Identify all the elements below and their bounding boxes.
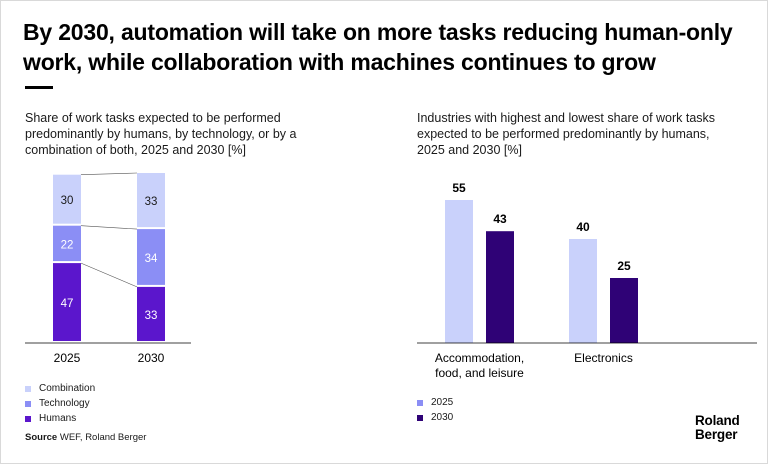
source-label: Source	[25, 432, 58, 443]
x-tick-label: 2030	[138, 351, 165, 365]
bar-segment-humans-2025	[53, 263, 81, 341]
logo-line-1: Roland	[695, 413, 740, 428]
legend-item-combination: Combination	[25, 381, 95, 396]
grouped-bar-chart: 55 43 Accommodation,food, and leisure 40 25 E…	[417, 181, 757, 380]
left-chart-subtitle: Share of work tasks expected to be perfo…	[25, 111, 297, 157]
x-tick-label: Accommodation,	[435, 351, 524, 365]
source-text: WEF, Roland Berger	[59, 432, 147, 443]
connector-line	[80, 262, 138, 288]
source-note: Source WEF, Roland Berger	[25, 432, 146, 443]
bar-2030-2	[610, 278, 638, 343]
data-label: 34	[145, 253, 158, 265]
x-tick-label: 2025	[54, 351, 81, 365]
legend-item-2025: 2025	[417, 395, 453, 410]
data-label: 25	[617, 259, 631, 273]
data-label: 22	[61, 239, 74, 251]
legend-label: 2025	[431, 397, 454, 408]
legend-label: 2030	[431, 412, 454, 423]
logo-line-2: Berger	[695, 427, 738, 442]
left-legend: Combination Technology Humans	[25, 381, 95, 426]
data-label: 55	[452, 181, 466, 195]
legend-swatch-2030	[417, 414, 423, 421]
connector-line	[80, 172, 138, 175]
x-tick-label: food, and leisure	[435, 366, 524, 380]
legend-swatch-technology	[25, 400, 31, 407]
legend-item-technology: Technology	[25, 396, 95, 411]
bar-segment-combination-2025	[53, 174, 81, 224]
bar-2025-2	[569, 239, 597, 343]
legend-label: Technology	[39, 398, 90, 409]
data-label: 33	[145, 196, 158, 208]
legend-item-2030: 2030	[417, 410, 453, 425]
legend-label: Humans	[39, 413, 77, 424]
page-title: By 2030, automation will take on more ta…	[23, 19, 733, 75]
data-label: 43	[493, 212, 507, 226]
bar-2025-1	[445, 200, 473, 343]
roland-berger-logo: Roland Berger	[695, 414, 740, 442]
legend-item-humans: Humans	[25, 411, 95, 426]
stacked-bar-chart: 47 22 30 2025 33 34 33 2030	[25, 172, 191, 365]
right-chart-subtitle: Industries with highest and lowest share…	[417, 111, 716, 157]
legend-label: Combination	[39, 383, 96, 394]
data-label: 47	[61, 298, 74, 310]
bar-2030-1	[486, 231, 514, 343]
data-label: 33	[145, 310, 158, 322]
bar-segment-technology-2025	[53, 225, 81, 262]
data-label: 40	[576, 220, 590, 234]
connector-line	[80, 225, 138, 230]
x-tick-label: Electronics	[574, 351, 633, 365]
bar-segment-humans-2030	[137, 286, 165, 341]
legend-swatch-combination	[25, 385, 31, 392]
bar-segment-combination-2030	[137, 173, 165, 228]
legend-swatch-humans	[25, 415, 31, 422]
bar-segment-technology-2030	[137, 229, 165, 285]
title-underline	[25, 86, 53, 89]
right-legend: 2025 2030	[417, 395, 453, 425]
legend-swatch-2025	[417, 399, 423, 406]
data-label: 30	[61, 195, 74, 207]
